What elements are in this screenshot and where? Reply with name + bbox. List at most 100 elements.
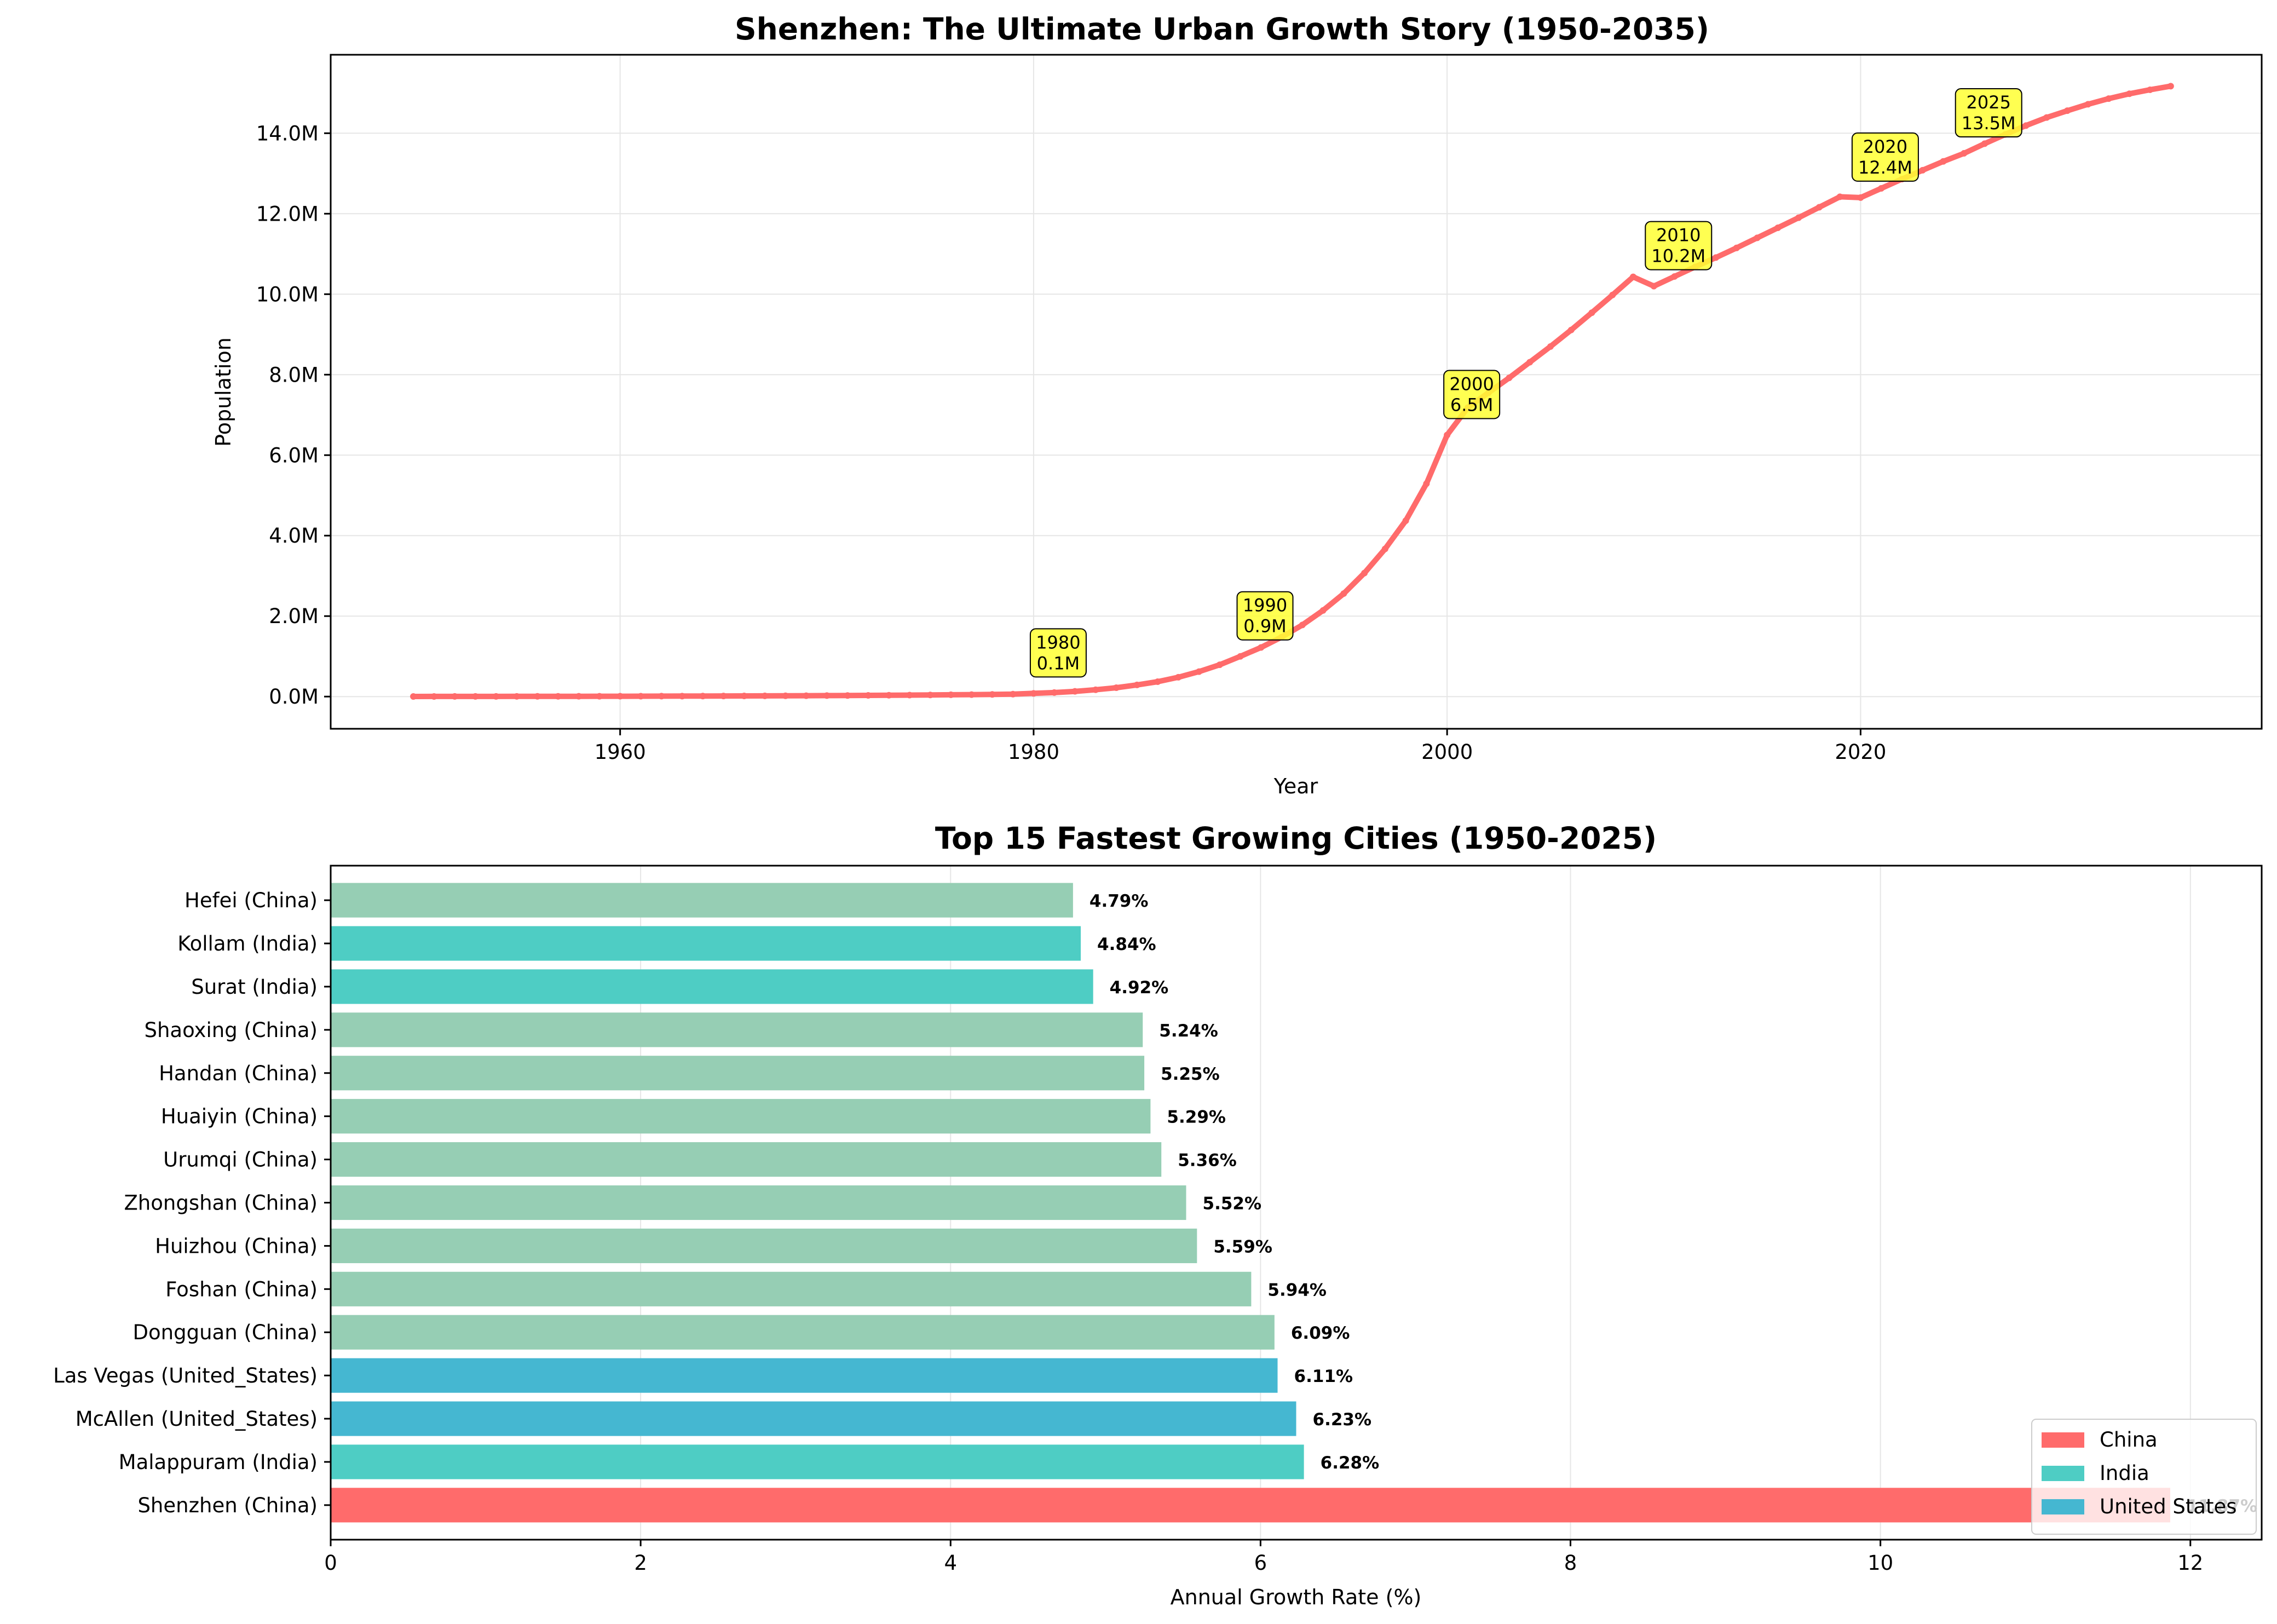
legend-label: China <box>2100 1428 2158 1452</box>
city-bar-value-label: 5.52% <box>1203 1194 1262 1214</box>
population-point <box>1196 668 1203 675</box>
population-point <box>1981 140 1988 147</box>
bar-chart-category-label: Zhongshan (China) <box>124 1191 318 1215</box>
population-point <box>2105 95 2112 102</box>
line-chart-y-ticks: 0.0M 2.0M 4.0M 6.0M 8.0M 10.0M 12.0M 14.0M <box>256 122 331 709</box>
population-point <box>1299 621 1306 629</box>
city-bar <box>331 926 1081 961</box>
city-bar <box>331 1271 1252 1306</box>
bar-chart-category-label: Urumqi (China) <box>163 1148 318 1172</box>
city-bar <box>331 1056 1145 1091</box>
city-bar <box>331 1185 1186 1220</box>
population-point <box>555 693 562 700</box>
population-point <box>1444 431 1451 439</box>
line-chart-y-tick-label: 14.0M <box>256 122 319 145</box>
city-bar-value-label: 4.84% <box>1097 935 1156 954</box>
population-point <box>2043 114 2050 121</box>
bar-chart-x-tick-label: 12 <box>2177 1551 2203 1575</box>
population-point <box>1567 326 1575 333</box>
population-point <box>1795 214 1802 221</box>
population-point <box>1381 545 1388 552</box>
line-chart-y-tick-label: 12.0M <box>256 202 319 226</box>
milestone-annotation-box <box>1443 370 1501 419</box>
city-bar-value-label: 5.24% <box>1159 1021 1218 1041</box>
population-point <box>2147 86 2154 93</box>
population-point <box>1423 480 1430 487</box>
milestone-annotation-value: 13.5M <box>1962 113 2016 134</box>
bar-chart-legend: China India United States <box>2031 1419 2257 1535</box>
city-bar-value-label: 4.79% <box>1089 891 1149 911</box>
milestone-annotation-box <box>1851 132 1919 182</box>
bar-chart-title: Top 15 Fastest Growing Cities (1950-2025… <box>935 821 1657 856</box>
population-point <box>1258 644 1265 651</box>
population-point <box>1361 569 1368 577</box>
population-point <box>844 692 851 699</box>
population-point <box>2167 83 2174 90</box>
city-bar <box>331 1142 1162 1177</box>
bar-chart-category-label: McAllen (United_States) <box>76 1407 318 1431</box>
population-point <box>1402 517 1409 525</box>
population-point <box>1713 254 1720 261</box>
population-point <box>658 693 665 700</box>
legend-swatch <box>2042 1499 2084 1514</box>
population-point <box>720 693 727 700</box>
population-point <box>1940 158 1947 165</box>
milestone-annotation-year: 2025 <box>1967 92 2011 113</box>
line-chart-y-tick-label: 0.0M <box>269 685 319 709</box>
population-point <box>927 692 934 699</box>
line-chart-y-tick-label: 6.0M <box>269 444 319 467</box>
population-point <box>1547 343 1554 350</box>
population-point <box>823 692 831 699</box>
population-point <box>1506 375 1513 382</box>
city-bar-value-label: 6.11% <box>1294 1367 1353 1386</box>
milestone-annotation-year: 2010 <box>1656 225 1700 246</box>
population-point <box>699 693 706 700</box>
city-bar-value-label: 5.29% <box>1167 1108 1226 1127</box>
legend-swatch <box>2042 1466 2084 1481</box>
population-point <box>1010 690 1017 698</box>
city-bar-value-label: 4.92% <box>1110 978 1169 998</box>
milestone-annotation-box <box>1645 221 1713 270</box>
population-point <box>1319 607 1327 614</box>
milestone-annotation-year: 2020 <box>1863 136 1907 157</box>
population-point <box>1650 283 1657 290</box>
milestone-annotation-year: 1980 <box>1036 632 1080 653</box>
bar-chart-category-label: Las Vegas (United_States) <box>53 1364 318 1387</box>
bar-chart-category-label: Foshan (China) <box>165 1277 318 1301</box>
legend-label: United States <box>2100 1495 2237 1518</box>
bar-chart-x-tick-label: 6 <box>1254 1551 1267 1575</box>
population-point <box>493 693 500 700</box>
city-bar <box>331 883 1073 918</box>
population-point <box>1754 234 1761 241</box>
population-point <box>575 693 583 700</box>
bar-chart-x-tick-label: 10 <box>1867 1551 1893 1575</box>
bar-chart-x-tick-label: 4 <box>944 1551 957 1575</box>
milestone-annotation-box <box>1236 591 1294 641</box>
bar-chart-category-label: Shenzhen (China) <box>137 1494 318 1517</box>
population-point <box>1237 653 1244 660</box>
milestone-annotation-value: 0.9M <box>1243 616 1287 637</box>
population-point <box>885 692 892 699</box>
population-point <box>451 693 458 700</box>
bar-chart-x-tick-label: 0 <box>324 1551 337 1575</box>
milestone-annotation-box <box>1955 88 2022 138</box>
bar-chart-category-label: Shaoxing (China) <box>144 1018 318 1042</box>
city-bar <box>331 1401 1296 1436</box>
population-point <box>1071 688 1079 695</box>
population-point <box>1961 150 1968 157</box>
city-bar-value-label: 5.59% <box>1213 1237 1272 1257</box>
city-bar <box>331 1358 1278 1393</box>
city-bar <box>331 1228 1197 1263</box>
population-point <box>1175 673 1182 681</box>
population-point <box>906 692 913 699</box>
city-bar-value-label: 6.23% <box>1313 1410 1372 1430</box>
population-point <box>947 691 954 698</box>
city-bar <box>331 1488 2170 1523</box>
city-bar <box>331 1099 1151 1134</box>
city-bar <box>331 1315 1275 1350</box>
line-chart-y-axis-label: Population <box>211 337 235 447</box>
population-point <box>637 693 644 700</box>
